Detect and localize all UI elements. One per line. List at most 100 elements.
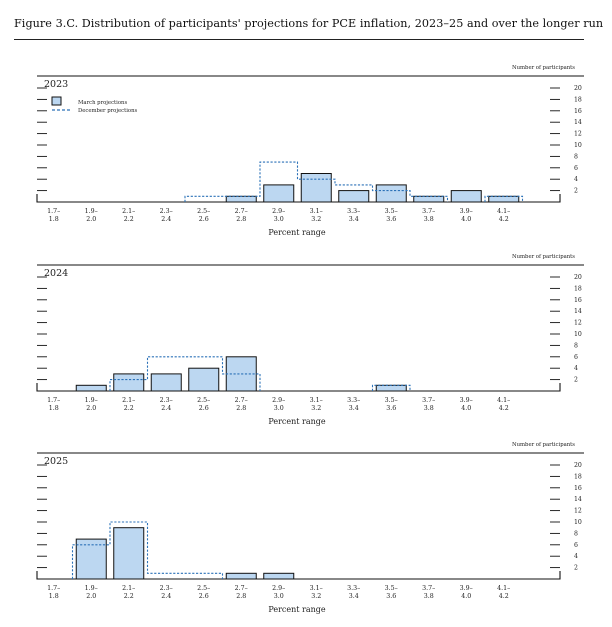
y-tick-label: 6 (574, 165, 578, 172)
x-tick-label: 2.9– 3.0 (272, 208, 285, 223)
series-december-outline (184, 161, 524, 202)
y-tick-label: 6 (574, 542, 578, 549)
panel-year-title: 2025 (44, 456, 68, 467)
y-tick-label: 2 (574, 188, 578, 195)
bar-march-projection (300, 173, 332, 203)
y-tick-label: 10 (574, 331, 582, 338)
x-axis-label: Percent range (268, 605, 326, 614)
x-tick-label: 1.9– 2.0 (85, 585, 98, 600)
bar-march-projection (488, 195, 520, 203)
bar-march-projection (225, 572, 257, 580)
x-tick-label: 2.5– 2.6 (197, 585, 210, 600)
y-axis-label: Number of participants (512, 65, 575, 71)
x-tick-label: 3.3– 3.4 (347, 397, 360, 412)
x-tick-label: 2.3– 2.4 (160, 585, 173, 600)
x-tick-labels: 1.7– 1.8 1.9– 2.0 2.1– 2.2 2.3– 2.4 2.5– 2.6 2.7– 2… (47, 397, 510, 412)
x-tick-label: 2.7– 2.8 (235, 397, 248, 412)
y-tick-label: 14 (574, 119, 582, 126)
y-tick-label: 10 (574, 142, 582, 149)
x-tick-label: 2.5– 2.6 (197, 208, 210, 223)
y-tick-label: 18 (574, 285, 582, 292)
y-tick-label: 20 (574, 462, 582, 469)
x-tick-label: 3.5– 3.6 (385, 397, 398, 412)
chart-panel-2025: Number of participants 2025 2 4 6 8 10 12 14 16 18… (36, 442, 584, 614)
x-tick-label: 3.9– 4.0 (460, 585, 473, 600)
panel-year-title: 2023 (44, 79, 68, 90)
figure-title: Figure 3.C. Distribution of participants… (14, 17, 604, 30)
x-axis-label: Percent range (268, 417, 326, 426)
bar-march-projection (375, 184, 407, 203)
x-tick-label: 2.5– 2.6 (197, 397, 210, 412)
y-tick-label: 12 (574, 508, 582, 515)
x-tick-label: 3.1– 3.2 (310, 208, 323, 223)
x-tick-label: 3.1– 3.2 (310, 585, 323, 600)
series-march (75, 527, 295, 580)
y-tick-label: 14 (574, 308, 582, 315)
y-axis-label: Number of participants (512, 254, 575, 260)
bar-march-projection (263, 184, 295, 203)
bar-march-projection (75, 384, 107, 392)
x-tick-label: 4.1– 4.2 (497, 397, 510, 412)
y-tick-label: 8 (574, 530, 578, 537)
y-tick-label: 12 (574, 320, 582, 327)
legend-swatch-march (51, 96, 62, 106)
y-tick-label: 18 (574, 96, 582, 103)
series-december-outline (71, 521, 224, 579)
x-axis-baseline (36, 383, 561, 392)
x-tick-label: 3.3– 3.4 (347, 208, 360, 223)
title-rule (14, 39, 584, 40)
x-axis-baseline (36, 194, 561, 203)
x-tick-label: 2.1– 2.2 (122, 585, 135, 600)
y-tick-label: 4 (574, 365, 578, 372)
y-tick-label: 16 (574, 108, 582, 115)
legend: March projections December projections (51, 96, 138, 114)
bar-march-projection (75, 538, 107, 580)
bar-march-projection (225, 195, 257, 203)
x-tick-labels: 1.7– 1.8 1.9– 2.0 2.1– 2.2 2.3– 2.4 2.5– 2.6 2.7– 2… (47, 208, 510, 223)
x-tick-label: 3.9– 4.0 (460, 208, 473, 223)
y-tick-label: 10 (574, 519, 582, 526)
series-december-outline (109, 356, 411, 391)
x-tick-label: 3.3– 3.4 (347, 585, 360, 600)
y-ticks (37, 276, 560, 381)
y-tick-label: 4 (574, 176, 578, 183)
bar-march-projection (413, 195, 445, 203)
x-tick-label: 2.7– 2.8 (235, 208, 248, 223)
y-tick-label: 16 (574, 485, 582, 492)
panel-year-title: 2024 (44, 268, 68, 279)
x-tick-label: 3.7– 3.8 (422, 397, 435, 412)
chart-panel-2024: Number of participants 2024 2 4 6 8 10 12 14 16 18… (36, 254, 584, 426)
bar-march-projection (188, 367, 220, 392)
x-tick-label: 3.7– 3.8 (422, 585, 435, 600)
bar-march-projection (113, 527, 145, 580)
x-tick-label: 3.9– 4.0 (460, 397, 473, 412)
x-tick-label: 2.1– 2.2 (122, 208, 135, 223)
x-tick-label: 2.3– 2.4 (160, 208, 173, 223)
x-tick-label: 2.9– 3.0 (272, 397, 285, 412)
chart-panel-2023: Number of participants 2023 2 4 6 8 10 12 14 16 18… (36, 65, 584, 237)
legend-label-march: March projections (78, 100, 127, 106)
legend-label-december: December projections (78, 108, 138, 114)
y-ticks (37, 464, 560, 569)
x-axis-baseline (36, 571, 561, 580)
x-tick-label: 2.9– 3.0 (272, 585, 285, 600)
y-tick-label: 20 (574, 274, 582, 281)
x-tick-label: 1.7– 1.8 (47, 208, 60, 223)
y-tick-label: 4 (574, 553, 578, 560)
x-tick-label: 1.7– 1.8 (47, 585, 60, 600)
y-ticks (37, 87, 560, 192)
y-axis-label: Number of participants (512, 442, 575, 448)
y-tick-label: 12 (574, 131, 582, 138)
x-tick-label: 4.1– 4.2 (497, 208, 510, 223)
y-tick-label: 6 (574, 354, 578, 361)
x-tick-label: 3.5– 3.6 (385, 585, 398, 600)
bar-march-projection (338, 190, 370, 203)
x-axis-label: Percent range (268, 228, 326, 237)
y-tick-label: 8 (574, 342, 578, 349)
bar-march-projection (263, 572, 295, 580)
x-tick-label: 1.7– 1.8 (47, 397, 60, 412)
x-tick-label: 1.9– 2.0 (85, 397, 98, 412)
bar-march-projection (150, 373, 182, 392)
x-tick-label: 4.1– 4.2 (497, 585, 510, 600)
y-tick-label: 18 (574, 473, 582, 480)
